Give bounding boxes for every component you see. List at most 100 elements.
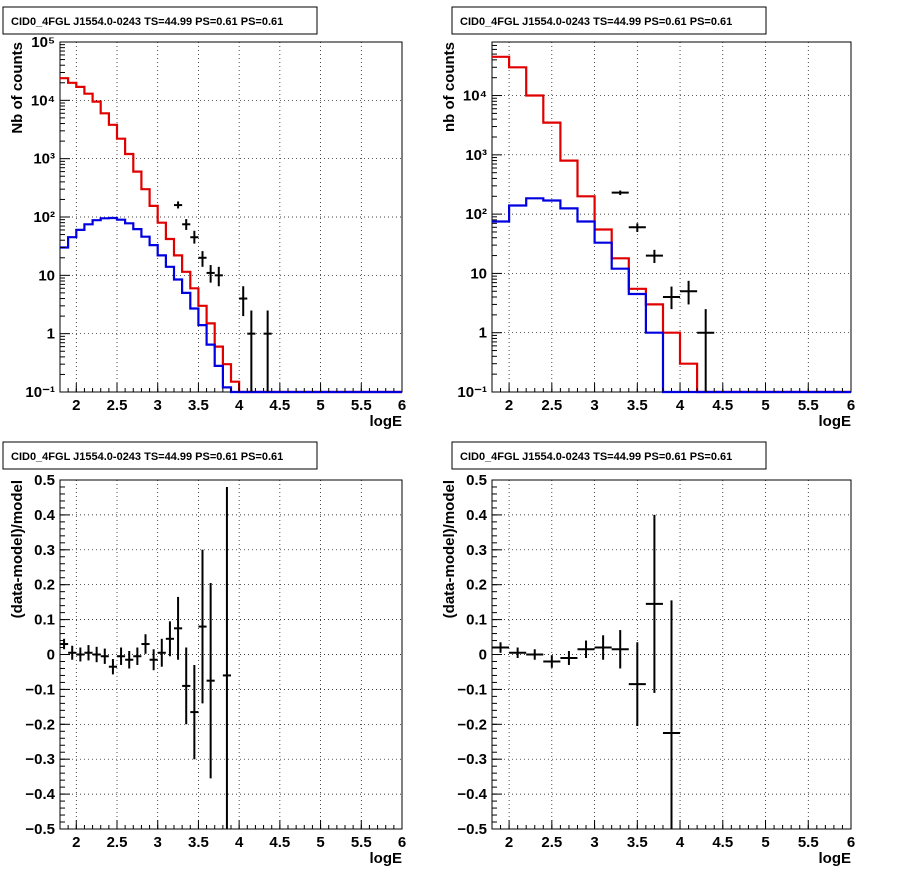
title-box xyxy=(451,441,767,470)
plot-frame xyxy=(59,479,403,830)
x-tick-label: 4 xyxy=(676,834,685,851)
panel-title: CID0_4FGL J1554.0-0243 TS=44.99 PS=0.61 … xyxy=(460,16,732,28)
residual-point xyxy=(76,647,85,662)
x-tick-label: 4 xyxy=(676,397,685,414)
x-tick-label: 5 xyxy=(761,834,769,851)
residual-point xyxy=(108,659,117,675)
y-tick-label: 0.2 xyxy=(34,577,55,594)
y-tick-label: 0.1 xyxy=(466,612,487,629)
total-model-histogram xyxy=(60,77,402,394)
x-ticks: 2 2.5 3 3.5 4 4.5 5 5.5 6 xyxy=(59,383,406,414)
title-box xyxy=(2,6,318,35)
y-tick-label: 10⁴ xyxy=(31,92,55,109)
x-tick-label: 5.5 xyxy=(798,834,819,851)
x-tick-label: 3.5 xyxy=(188,397,209,414)
y-tick-label: 0.4 xyxy=(466,507,488,524)
panel-residuals-right: CID0_4FGL J1554.0-0243 TS=44.99 PS=0.61 … xyxy=(441,441,855,867)
residual-point xyxy=(560,651,578,665)
plot-marks xyxy=(60,77,402,394)
y-tick-label: 10 xyxy=(38,267,55,284)
residual-point xyxy=(190,664,199,760)
data-point xyxy=(239,286,248,317)
y-tick-label: −0.3 xyxy=(25,751,55,768)
x-tick-label: 3.5 xyxy=(627,834,648,851)
x-axis-label: logE xyxy=(370,850,403,867)
residual-point xyxy=(165,621,174,657)
residual-point xyxy=(628,642,646,727)
y-tick-label: 0.5 xyxy=(466,472,487,489)
grid xyxy=(60,479,403,830)
data-point xyxy=(214,266,223,287)
y-tick-label: −0.4 xyxy=(457,786,487,803)
residual-point xyxy=(509,647,527,658)
x-tick-label: 2 xyxy=(72,834,80,851)
x-tick-label: 4 xyxy=(235,397,244,414)
y-axis-label: (data-model)/model xyxy=(441,480,458,618)
plot-marks xyxy=(492,514,681,829)
y-tick-label: −0.3 xyxy=(457,751,487,768)
x-tick-label: 4.5 xyxy=(712,834,733,851)
x-tick-label: 5 xyxy=(316,834,324,851)
title-box xyxy=(451,6,767,35)
plot-marks xyxy=(60,486,231,829)
panel-title: CID0_4FGL J1554.0-0243 TS=44.99 PS=0.61 … xyxy=(460,451,732,463)
x-ticks: 2 2.5 3 3.5 4 4.5 5 5.5 6 xyxy=(491,383,855,414)
x-tick-label: 4.5 xyxy=(269,397,290,414)
residual-point xyxy=(174,596,183,660)
data-point xyxy=(247,310,256,392)
y-tick-label: 0.3 xyxy=(34,542,55,559)
residual-point xyxy=(662,600,681,829)
y-tick-label: 0.3 xyxy=(466,542,487,559)
y-tick-label: 10⁻¹ xyxy=(25,384,55,401)
residual-point xyxy=(222,486,231,829)
y-tick-label: 0.4 xyxy=(34,507,56,524)
x-tick-label: 5.5 xyxy=(798,397,819,414)
x-tick-label: 2 xyxy=(505,397,513,414)
y-tick-label: 10³ xyxy=(33,151,55,168)
data-point xyxy=(662,286,681,310)
y-axis-label: Nb of counts xyxy=(9,42,26,134)
data-point xyxy=(198,251,207,267)
x-tick-label: 3 xyxy=(590,834,598,851)
x-tick-label: 3 xyxy=(590,397,598,414)
data-point xyxy=(680,280,698,305)
panel-title: CID0_4FGL J1554.0-0243 TS=44.99 PS=0.61 … xyxy=(11,16,283,28)
residual-point xyxy=(68,645,77,660)
y-axis-label: (data-model)/model xyxy=(9,480,26,618)
x-ticks: 2 2.5 3 3.5 4 4.5 5 5.5 6 xyxy=(491,820,855,851)
residual-point xyxy=(149,649,158,671)
y-tick-label: 1 xyxy=(47,326,55,343)
x-tick-label: 2.5 xyxy=(107,397,128,414)
y-ticks: −0.5 −0.4 −0.3 −0.2 −0.1 0 0.1 0.2 0.3 0.4 0.5 xyxy=(25,472,70,838)
x-tick-label: 5 xyxy=(761,397,769,414)
data-point xyxy=(628,223,646,232)
residual-point xyxy=(157,638,166,667)
residual-point xyxy=(117,647,126,665)
x-tick-label: 2.5 xyxy=(541,834,562,851)
x-ticks: 2 2.5 3 3.5 4 4.5 5 5.5 6 xyxy=(59,820,406,851)
y-tick-label: 0 xyxy=(479,647,487,664)
panel-residuals-left: CID0_4FGL J1554.0-0243 TS=44.99 PS=0.61 … xyxy=(2,441,406,867)
y-tick-label: 10⁻¹ xyxy=(457,384,487,401)
x-tick-label: 5.5 xyxy=(351,397,372,414)
data-point xyxy=(190,230,199,244)
y-tick-label: 0.5 xyxy=(34,472,55,489)
x-tick-label: 4 xyxy=(235,834,244,851)
x-tick-label: 4.5 xyxy=(712,397,733,414)
x-tick-label: 2 xyxy=(505,834,513,851)
x-tick-label: 6 xyxy=(398,397,406,414)
residual-point xyxy=(84,645,93,661)
y-axis-label: nb of counts xyxy=(441,42,458,132)
y-tick-label: −0.1 xyxy=(25,681,55,698)
x-tick-label: 2.5 xyxy=(107,834,128,851)
residual-point xyxy=(133,647,142,665)
y-tick-label: −0.1 xyxy=(457,681,487,698)
residual-point xyxy=(182,647,191,725)
y-tick-label: 0 xyxy=(47,647,55,664)
y-ticks: 10⁻¹ 1 10 10² 10³ 10⁴ xyxy=(457,41,502,401)
x-tick-label: 3 xyxy=(154,397,162,414)
y-tick-label: 10 xyxy=(470,265,487,282)
plot-frame xyxy=(491,41,852,393)
panel-counts-right: CID0_4FGL J1554.0-0243 TS=44.99 PS=0.61 … xyxy=(441,6,855,430)
